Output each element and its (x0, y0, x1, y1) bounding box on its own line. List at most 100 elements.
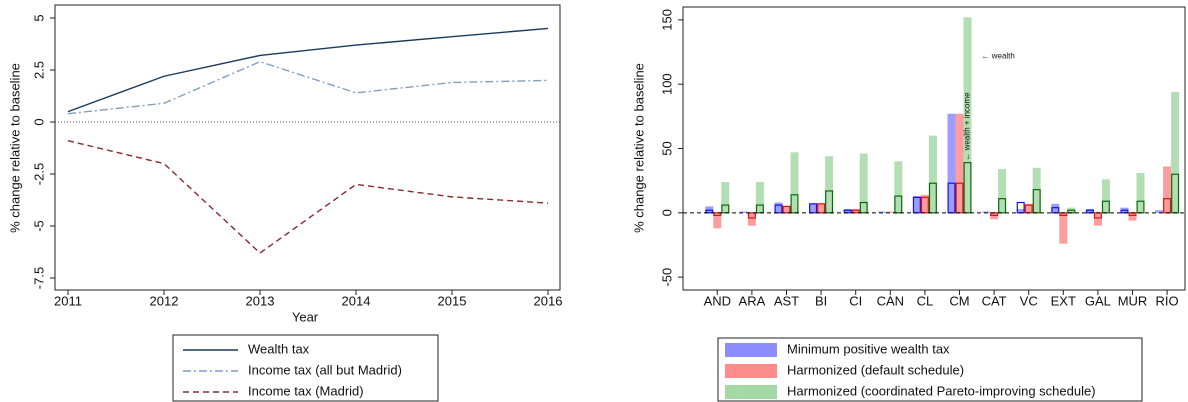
bar (851, 208, 860, 213)
x-tick-label: CAN (877, 293, 904, 308)
bar (1051, 203, 1060, 213)
bar (912, 196, 921, 213)
x-tick-label: RIO (1156, 293, 1179, 308)
legend-label: Harmonized (default schedule) (787, 362, 964, 377)
x-tick-label: CI (849, 293, 862, 308)
bar (817, 203, 826, 213)
bar (713, 212, 722, 229)
x-tick-label: 2013 (246, 293, 275, 308)
bar (894, 161, 903, 213)
bar (886, 211, 895, 213)
bar (990, 212, 999, 220)
outline-bar (817, 203, 826, 214)
y-tick-label: 100 (659, 73, 674, 95)
bar (859, 153, 868, 213)
x-axis-label: Year (292, 309, 319, 324)
bar (1085, 208, 1094, 213)
y-tick-label: 2.5 (31, 61, 46, 79)
bar (982, 211, 991, 213)
bar (1128, 212, 1137, 221)
line-series (67, 60, 549, 115)
bar (825, 156, 834, 213)
line-series (67, 140, 549, 254)
x-tick-label: ARA (739, 293, 766, 308)
outline-bar (809, 203, 818, 214)
bar (947, 113, 956, 213)
bar (878, 211, 887, 213)
bar (790, 152, 799, 213)
outline-bar (705, 209, 714, 214)
bar (1024, 203, 1033, 213)
bar (843, 208, 852, 213)
y-tick-label: -5 (31, 220, 46, 232)
annotation: ← wealth + income (963, 92, 972, 161)
outline-bar (859, 201, 868, 214)
legend-swatch (725, 364, 777, 378)
outline-bar (825, 190, 834, 214)
bar (998, 169, 1007, 213)
x-tick-label: 2014 (342, 293, 371, 308)
outline-bar (998, 198, 1007, 214)
outline-bar (928, 182, 937, 214)
bar (739, 211, 748, 213)
x-tick-label: CAT (982, 293, 1007, 308)
y-tick-label: 50 (659, 141, 674, 155)
annotation: ← wealth (982, 52, 1015, 61)
x-tick-label: CM (949, 293, 969, 308)
outline-bar (782, 205, 791, 214)
x-tick-label: GAL (1085, 293, 1111, 308)
x-tick-label: EXT (1051, 293, 1076, 308)
line-series (67, 27, 549, 113)
bar (963, 17, 972, 213)
x-tick-label: VC (1020, 293, 1038, 308)
y-tick-label: 150 (659, 9, 674, 31)
bar (1155, 210, 1164, 213)
y-tick-label: -50 (659, 268, 674, 287)
outline-bar (774, 204, 783, 214)
x-tick-label: MUR (1118, 293, 1148, 308)
bar (755, 181, 764, 213)
bar (747, 212, 756, 226)
bar (721, 181, 730, 213)
x-tick-label: AST (774, 293, 799, 308)
legend-box (172, 334, 439, 402)
outline-bar (755, 204, 764, 214)
y-tick-label: -7.5 (31, 267, 46, 289)
x-tick-label: AND (704, 293, 731, 308)
legend-swatch (725, 343, 777, 357)
legend-box (717, 337, 1143, 402)
legend-label: Wealth tax (248, 341, 310, 356)
x-tick-label: 2012 (150, 293, 179, 308)
y-axis-label: % change relative to baseline (631, 63, 646, 233)
y-tick-label: -2.5 (31, 163, 46, 185)
legend-label: Income tax (all but Madrid) (248, 362, 402, 377)
legend-label: Minimum positive wealth tax (787, 341, 950, 356)
bar (1136, 172, 1145, 213)
outline-bar (963, 162, 972, 214)
bar (1016, 208, 1025, 213)
bar (1059, 212, 1068, 244)
outline-bar (747, 212, 756, 219)
x-tick-label: 2016 (534, 293, 563, 308)
legend-label: Harmonized (coordinated Pareto-improving… (787, 383, 1096, 398)
y-tick-label: 0 (31, 118, 46, 125)
plot-frame-left (54, 4, 561, 291)
bar (782, 206, 791, 213)
outline-bar (713, 212, 722, 216)
outline-bar (851, 209, 860, 214)
bar (920, 194, 929, 213)
bar (1163, 166, 1172, 213)
legend-label: Income tax (Madrid) (248, 383, 364, 398)
x-tick-label: BI (815, 293, 827, 308)
y-tick-label: 0 (659, 209, 674, 216)
bar (928, 135, 937, 213)
bar (955, 113, 964, 213)
outline-bar (894, 195, 903, 214)
y-tick-label: 5 (31, 14, 46, 21)
x-tick-label: 2015 (438, 293, 467, 308)
outline-bar (790, 194, 799, 214)
bar (705, 206, 714, 213)
x-tick-label: CL (917, 293, 934, 308)
bar (1032, 167, 1041, 213)
